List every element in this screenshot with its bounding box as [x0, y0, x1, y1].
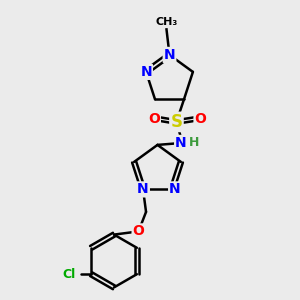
Text: H: H	[189, 136, 199, 149]
Text: Cl: Cl	[62, 268, 75, 281]
Text: S: S	[170, 113, 182, 131]
Text: N: N	[164, 48, 175, 62]
Text: N: N	[175, 136, 187, 150]
Text: O: O	[133, 224, 145, 239]
Text: N: N	[140, 65, 152, 79]
Text: N: N	[137, 182, 149, 197]
Text: CH₃: CH₃	[155, 17, 178, 27]
Text: O: O	[148, 112, 160, 126]
Text: O: O	[194, 112, 206, 126]
Text: N: N	[169, 182, 181, 197]
